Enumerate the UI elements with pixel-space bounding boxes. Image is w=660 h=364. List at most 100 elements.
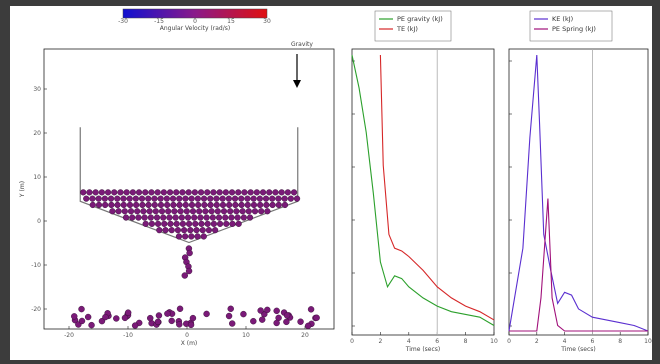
particle: [71, 313, 78, 320]
particle: [176, 201, 183, 209]
x-axis-label: Time (secs): [405, 346, 441, 353]
x-axis-label: Time (secs): [560, 346, 596, 353]
particle: [135, 189, 143, 196]
particle: [195, 201, 202, 209]
particle: [151, 195, 158, 202]
particle: [205, 227, 213, 234]
particle: [95, 201, 103, 209]
particle: [194, 195, 201, 202]
particle: [182, 201, 189, 209]
particle: [178, 214, 185, 221]
particle: [120, 195, 127, 202]
particle: [121, 314, 129, 322]
particle: [245, 208, 252, 215]
particle: [216, 189, 223, 196]
particle: [250, 317, 257, 325]
particle: [202, 208, 209, 215]
particle: [142, 220, 149, 227]
x-tick-label: 6: [590, 338, 594, 345]
x-tick-label: 0: [350, 338, 354, 345]
particle: [227, 305, 234, 313]
particle: [250, 195, 257, 202]
particle: [122, 214, 130, 221]
y-tick-label: 10: [33, 174, 41, 181]
x-tick-label: 2: [535, 338, 539, 345]
particle: [287, 195, 294, 202]
particle: [165, 208, 172, 215]
colorbar-tick-label: 0: [193, 18, 197, 25]
particle: [104, 189, 112, 196]
particle: [191, 214, 198, 221]
particle: [264, 208, 271, 215]
particle: [123, 189, 130, 196]
particle: [253, 189, 260, 196]
particle: [163, 195, 170, 202]
particle: [204, 220, 211, 227]
particle: [160, 214, 167, 221]
particle: [166, 214, 173, 221]
particle: [187, 321, 195, 329]
particle: [189, 208, 197, 215]
particle: [107, 195, 115, 202]
colorbar-label: Angular Velocity (rad/s): [160, 25, 230, 32]
legend-entry: PE Spring (kJ): [552, 25, 596, 33]
x-tick-label: 10: [490, 338, 498, 345]
particle: [135, 214, 142, 221]
particle: [193, 227, 200, 234]
particle: [172, 214, 179, 221]
colorbar-tick-label: -15: [154, 18, 164, 25]
particle: [154, 220, 162, 227]
x-tick-label: 10: [644, 338, 652, 345]
particle: [154, 189, 161, 196]
line-axes-frame: [508, 48, 649, 336]
particle: [175, 233, 183, 240]
particle: [223, 220, 230, 227]
particle: [213, 195, 220, 202]
hopper-wall: [79, 127, 299, 244]
particle: [238, 201, 245, 209]
x-tick-label: 2: [378, 338, 382, 345]
particle: [264, 306, 271, 314]
particle: [257, 307, 264, 314]
series-line: [379, 54, 495, 321]
gravity-arrowhead: [293, 80, 301, 88]
particle: [225, 195, 232, 202]
particle: [186, 249, 193, 257]
particle: [194, 233, 201, 240]
x-tick-label: 0: [507, 338, 511, 345]
particle: [155, 312, 163, 319]
particle: [170, 201, 177, 209]
particle: [109, 208, 116, 215]
particle: [251, 208, 259, 215]
particle: [139, 201, 146, 209]
particle: [141, 214, 148, 221]
particle: [210, 189, 217, 196]
particle: [219, 195, 226, 202]
particle: [138, 195, 146, 202]
particle: [240, 214, 247, 221]
colorbar-tick-label: 15: [227, 18, 235, 25]
y-axis-label: Y (m): [19, 181, 26, 198]
particle: [126, 201, 134, 209]
particle: [129, 214, 136, 221]
line-axes-frame: [351, 48, 495, 336]
particle: [192, 220, 199, 227]
particle: [198, 220, 205, 227]
x-tick-label: 6: [435, 338, 439, 345]
particle: [278, 189, 285, 196]
particle: [114, 201, 121, 209]
x-tick-label: 20: [301, 332, 309, 339]
particle: [184, 214, 192, 221]
particle: [153, 214, 161, 221]
particle-group: [71, 189, 320, 330]
particle: [111, 189, 118, 196]
colorbar: [122, 8, 268, 19]
legend-entry: PE gravity (kJ): [397, 15, 443, 23]
particle: [246, 214, 254, 221]
x-tick-label: 4: [563, 338, 567, 345]
particle: [113, 315, 120, 322]
particle: [235, 220, 242, 227]
particle: [129, 189, 136, 196]
particle: [191, 189, 198, 196]
particle: [259, 316, 266, 323]
